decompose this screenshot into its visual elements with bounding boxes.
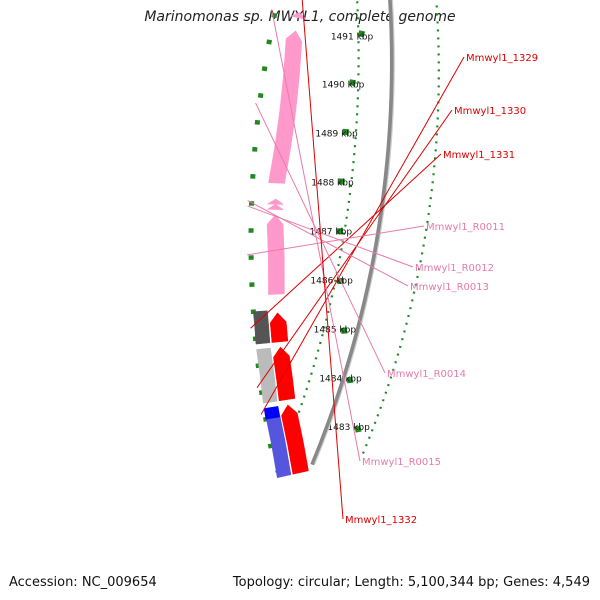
scale-tick [354, 425, 362, 433]
tick-label: 1483 kbp [327, 423, 370, 433]
gene-leader-line [271, 9, 361, 462]
gene-feature [266, 214, 285, 295]
gene-scale-tick [257, 92, 264, 99]
gene-leader-line [250, 153, 442, 329]
backbone-layer [310, 0, 395, 466]
gene-feature [269, 312, 289, 343]
gene-scale-tick [266, 39, 273, 45]
tick-label: 1487 kbp [310, 227, 353, 237]
tick-label: 1490 kbp [322, 81, 365, 91]
gene-feature [268, 30, 303, 184]
topology-text: Topology: circular; Length: 5,100,344 bp… [232, 575, 590, 590]
gene-label[interactable]: Mmwyl1_1329 [466, 53, 538, 64]
gene-leader-line [247, 205, 414, 268]
gene-feature [281, 404, 309, 475]
backbone-highlight [314, 0, 395, 465]
gene-scale-tick [254, 119, 261, 125]
gene-label[interactable]: Mmwyl1_1332 [345, 515, 417, 526]
tick-label: 1485 kbp [314, 326, 357, 336]
gene-leader-line [256, 109, 453, 388]
tick-label: 1491 kbp [331, 32, 374, 42]
scale-tick [342, 128, 350, 136]
gene-label[interactable]: Mmwyl1_R0015 [362, 457, 441, 468]
gene-leader-line [255, 102, 386, 374]
tick-label: 1488 kbp [311, 178, 354, 188]
gene-feature [253, 310, 271, 345]
scale-tick [357, 30, 366, 38]
tick-label: 1484 kbp [319, 374, 362, 384]
scale-tick [349, 79, 356, 87]
gene-feature [289, 12, 308, 20]
gene-label[interactable]: Mmwyl1_R0012 [415, 263, 494, 274]
gene-label[interactable]: Mmwyl1_R0013 [410, 282, 489, 293]
gene-leader-line [301, 0, 344, 520]
scale-tick [346, 376, 354, 384]
gene-scale-tick [261, 66, 268, 72]
tick-label: 1489 kbp [315, 129, 358, 139]
gene-label[interactable]: Mmwyl1_1330 [454, 106, 526, 117]
gene-feature [256, 347, 278, 404]
backbone-line [310, 0, 394, 466]
gene-feature [266, 198, 285, 205]
gene-label[interactable]: Mmwyl1_1331 [443, 150, 515, 161]
labels-layer: Mmwyl1_1329 Mmwyl1_1330 Mmwyl1_1331 Mmwyl1_… [247, 0, 538, 526]
gene-label[interactable]: Mmwyl1_R0014 [387, 369, 466, 380]
gene-leader-line [247, 200, 409, 287]
gene-leader-line [247, 225, 425, 256]
gene-feature [266, 203, 285, 211]
gene-label[interactable]: Mmwyl1_R0011 [426, 222, 505, 233]
scale-tick [340, 327, 348, 334]
gene-feature [263, 406, 280, 420]
accession-text: Accession: NC_009654 [9, 575, 157, 590]
